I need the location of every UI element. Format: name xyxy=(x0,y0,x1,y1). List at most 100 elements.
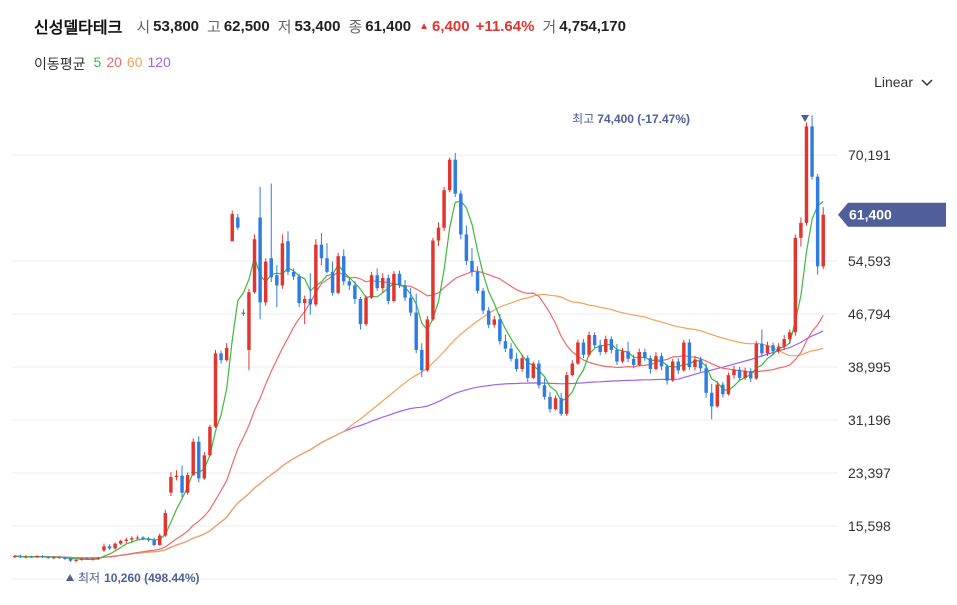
candle-body xyxy=(749,371,753,379)
quote-header: 신성델타테크 시 53,800 고 62,500 저 53,400 종 61,4… xyxy=(34,14,634,38)
candle xyxy=(381,273,385,293)
candle xyxy=(302,295,307,325)
candle-body xyxy=(709,392,714,407)
candle-body xyxy=(431,240,435,320)
candle xyxy=(152,537,156,547)
candle xyxy=(581,339,586,359)
candle xyxy=(197,436,201,483)
candle xyxy=(392,271,396,303)
ma-60-legend[interactable]: 60 xyxy=(126,54,143,70)
candle xyxy=(453,152,457,198)
candle xyxy=(520,354,524,372)
candle xyxy=(263,258,268,306)
candle xyxy=(436,222,441,247)
candle xyxy=(771,342,775,355)
candle xyxy=(191,438,195,476)
scale-select[interactable]: Linear xyxy=(874,74,933,90)
candle-body xyxy=(799,222,803,238)
candle-body xyxy=(46,557,50,559)
candle-body xyxy=(63,557,67,559)
candle xyxy=(676,358,680,374)
candle xyxy=(620,347,625,363)
candle xyxy=(804,122,809,226)
candle-body xyxy=(737,369,742,378)
candle xyxy=(386,274,391,305)
candle-body xyxy=(397,273,402,286)
candle xyxy=(788,329,792,344)
candle xyxy=(219,350,223,364)
candle xyxy=(236,214,240,230)
candle-body xyxy=(631,358,636,365)
candle xyxy=(514,352,519,372)
candle-body xyxy=(135,537,140,539)
candle-body xyxy=(358,299,363,325)
candle-body xyxy=(280,243,285,286)
y-axis: 70,191 54,593 46,794 38,995 31,196 23,397 15,5… xyxy=(848,147,891,587)
candle xyxy=(760,329,764,357)
candle-body xyxy=(130,538,134,540)
ma-120-legend[interactable]: 120 xyxy=(147,54,171,70)
candle xyxy=(475,266,480,294)
candle-body xyxy=(609,339,614,350)
moving-average-layer xyxy=(14,200,824,561)
candle-body xyxy=(252,239,257,293)
candle-body xyxy=(29,556,34,558)
candle xyxy=(102,543,106,552)
candle-body xyxy=(325,258,329,272)
candle xyxy=(158,533,162,546)
candle-body xyxy=(386,277,391,302)
candle xyxy=(542,378,547,400)
candle-body xyxy=(191,441,195,476)
ma-20-legend[interactable]: 20 xyxy=(106,54,122,70)
candle xyxy=(765,341,770,357)
candle-body xyxy=(525,358,530,378)
candle-body xyxy=(503,341,508,349)
candle-body xyxy=(35,555,39,558)
candle xyxy=(537,360,541,389)
candle xyxy=(13,555,17,558)
low-label: 저 xyxy=(277,18,292,36)
candle xyxy=(347,277,352,291)
candle xyxy=(609,336,614,354)
candle xyxy=(314,239,318,307)
grid-layer xyxy=(12,154,838,580)
candle xyxy=(503,334,508,353)
candle-body xyxy=(146,538,151,541)
candle-body xyxy=(693,359,697,367)
candle-body xyxy=(771,345,775,352)
candle-body xyxy=(291,271,296,277)
candle xyxy=(280,234,285,289)
up-triangle-icon xyxy=(66,574,74,581)
candle-body xyxy=(185,475,190,493)
candle-body xyxy=(760,343,764,354)
candle xyxy=(726,372,731,396)
candle xyxy=(74,559,78,563)
candle-body xyxy=(570,363,575,376)
candle-body xyxy=(52,557,56,559)
candle-body xyxy=(721,384,725,395)
candle xyxy=(721,381,725,398)
candle xyxy=(570,360,575,377)
candle xyxy=(464,225,469,266)
candle xyxy=(821,207,825,270)
candle xyxy=(459,190,463,240)
candle xyxy=(548,392,552,413)
candle-body xyxy=(247,292,251,350)
y-tick-label: 70,191 xyxy=(848,147,891,163)
candle-body xyxy=(576,342,580,364)
candle-body xyxy=(169,477,173,493)
ma-5-legend[interactable]: 5 xyxy=(93,54,102,70)
candle xyxy=(704,363,708,398)
candle xyxy=(665,364,669,385)
candle xyxy=(481,288,485,314)
candle xyxy=(754,341,759,380)
candle xyxy=(648,355,653,374)
candle xyxy=(509,343,513,362)
candle xyxy=(224,343,229,362)
candle-body xyxy=(302,299,307,304)
candle-body xyxy=(793,237,798,333)
candle-body xyxy=(637,352,641,365)
high-label: 고 xyxy=(207,18,221,36)
y-tick-label: 46,794 xyxy=(848,306,891,322)
